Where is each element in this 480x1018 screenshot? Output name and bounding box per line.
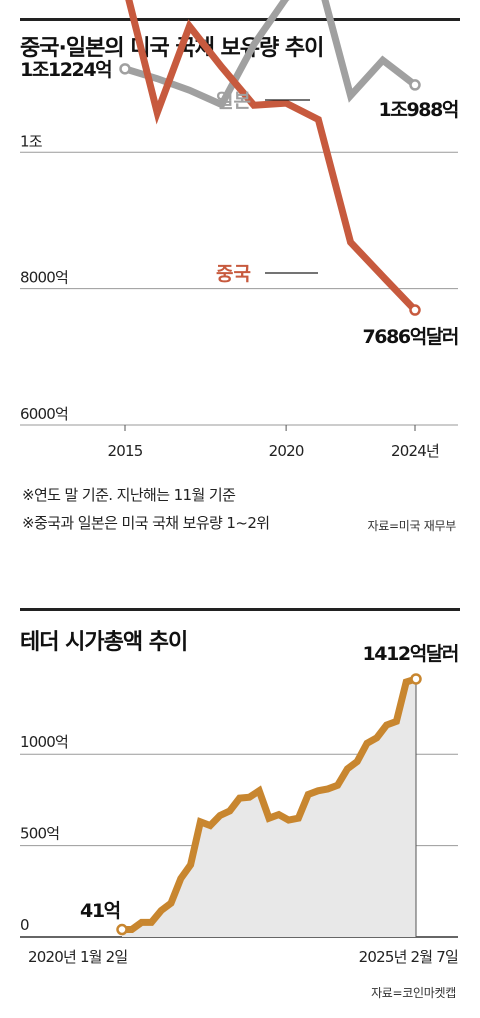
chart2-title: 테더 시가총액 추이	[20, 630, 188, 655]
y-tick-label: 8000억	[20, 269, 68, 287]
y-tick-label: 1조	[20, 132, 43, 150]
data-point	[409, 304, 421, 316]
y-tick-label: 0	[20, 916, 29, 934]
series-line-japan	[123, 0, 418, 110]
data-point	[410, 673, 422, 685]
data-point	[119, 63, 131, 75]
y-tick-label: 1000억	[20, 733, 68, 751]
top-rule-1	[20, 18, 460, 21]
note-2: ※중국과 일본은 미국 국채 보유량 1~2위	[22, 514, 270, 532]
china-end-label: 7686억달러	[362, 326, 458, 348]
source-coinmarketcap: 자료=코인마켓캡	[371, 986, 456, 1000]
x-tick-label: 2015	[108, 442, 143, 460]
x-tick-label: 2024년	[391, 442, 439, 460]
x-tick-label: 2020	[269, 442, 304, 460]
y-tick-label: 500억	[20, 825, 59, 843]
x-start-label: 2020년 1월 2일	[28, 948, 127, 966]
bond-holdings-chart: 1조 8000억 6000억 2015 2020 2024년 1조1224억 1조988억 일본…	[20, 0, 459, 460]
end-value-label: 1412억달러	[362, 643, 458, 665]
top-rule-2	[20, 608, 460, 611]
y-tick-label: 6000억	[20, 405, 68, 423]
series-line-china	[125, 0, 418, 313]
chart1-title: 중국·일본의 미국 국채 보유량 추이	[20, 36, 324, 61]
x-end-label: 2025년 2월 7일	[359, 948, 458, 966]
japan-series-name: 일본	[216, 90, 251, 112]
data-point	[116, 923, 128, 936]
source-treasury: 자료=미국 재무부	[367, 519, 457, 533]
note-1: ※연도 말 기준. 지난해는 11월 기준	[22, 486, 236, 504]
area-fill	[122, 678, 416, 937]
japan-start-label: 1조1224억	[20, 59, 111, 81]
data-point	[409, 79, 421, 91]
japan-end-label: 1조988억	[379, 99, 458, 121]
china-series-name: 중국	[216, 263, 251, 285]
start-value-label: 41억	[80, 900, 120, 922]
